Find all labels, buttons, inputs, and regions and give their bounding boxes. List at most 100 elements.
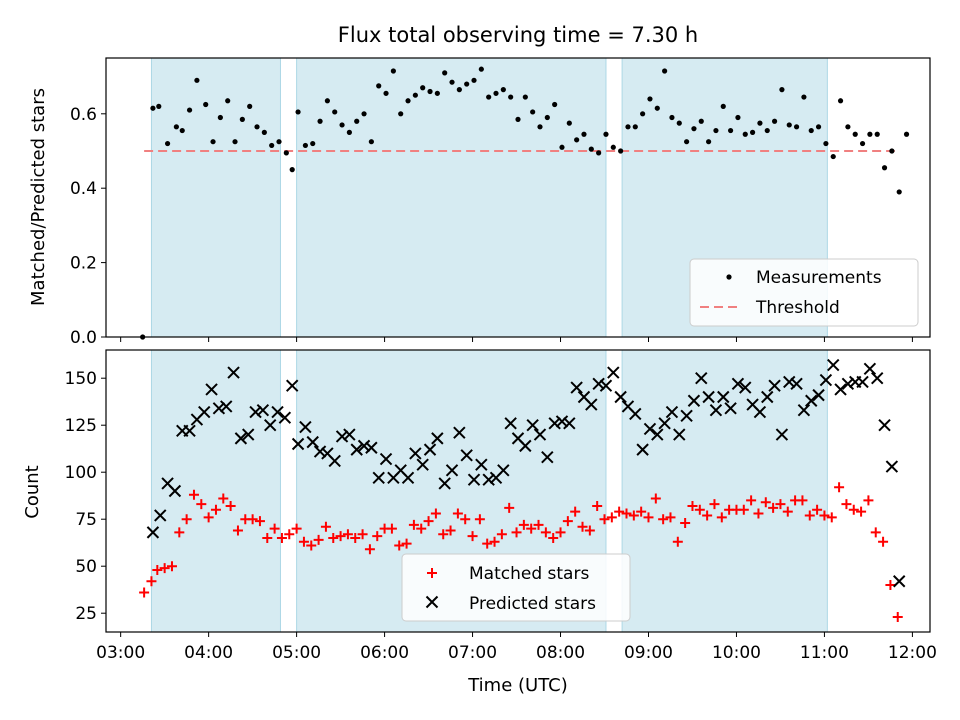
measurement-points [140, 66, 910, 340]
matched-star-point [254, 516, 265, 527]
x-tick-label: 03:00 [96, 643, 145, 663]
measurement-point [823, 140, 829, 147]
measurement-point [522, 94, 528, 100]
matched-star-point [284, 529, 295, 540]
matched-star-point [159, 563, 170, 574]
measurement-point [383, 90, 389, 96]
predicted-star-point [548, 417, 561, 430]
matched-star-point [386, 523, 397, 534]
matched-star-point [166, 561, 177, 572]
matched-star-point [870, 527, 881, 538]
predicted-star-point [350, 443, 363, 456]
top-axes-frame [105, 57, 931, 338]
matched-star-point [562, 516, 573, 527]
matched-star-point [753, 508, 764, 519]
measurement-point [742, 131, 748, 137]
measurement-point [390, 68, 396, 74]
predicted-star-point [761, 390, 774, 404]
measurement-point [859, 140, 866, 147]
predicted-star-point [614, 390, 627, 404]
predicted-star-point [445, 464, 459, 477]
measurement-point [346, 129, 352, 135]
measurement-point [295, 109, 301, 115]
matched-star-point [364, 544, 375, 555]
measurement-point [179, 127, 185, 134]
matched-star-point [504, 502, 515, 513]
measurement-point [412, 92, 418, 98]
predicted-star-point [212, 402, 226, 415]
top-legend: Measurements Threshold [689, 258, 919, 327]
bottom-y-tick-label: 50 [75, 557, 97, 577]
matched-star-point [218, 493, 229, 504]
measurement-point [361, 111, 367, 117]
measurement-point [706, 139, 712, 145]
measurement-point [150, 105, 156, 111]
predicted-star-point [687, 394, 701, 407]
measurement-point [261, 129, 267, 135]
measurement-point [442, 70, 448, 76]
measurement-point [339, 122, 345, 128]
measurement-point [559, 144, 565, 150]
measurement-point [779, 87, 785, 93]
predicted-star-point [372, 471, 385, 485]
measurement-point [793, 124, 800, 130]
matched-star-point [709, 499, 720, 510]
measurement-point [669, 114, 675, 121]
x-tick-label: 06:00 [360, 643, 409, 663]
legend-box [401, 553, 631, 622]
measurement-point [194, 77, 200, 83]
predicted-star-point [234, 432, 248, 445]
matched-star-point [408, 519, 419, 530]
predicted-star-point [841, 377, 855, 391]
matched-star-point [313, 534, 324, 545]
predicted-star-point [834, 383, 847, 396]
predicted-star-point [271, 405, 284, 419]
measurement-point [625, 124, 631, 130]
predicted-star-point [299, 420, 312, 434]
matched-star-point [511, 527, 522, 538]
measurement-point [632, 124, 638, 130]
predicted-star-point [768, 379, 781, 392]
measurement-point [247, 103, 253, 109]
predicted-star-point [475, 458, 488, 471]
matched-star-point [445, 525, 456, 536]
matched-star-point [174, 527, 185, 538]
top-y-tick-label: 0.4 [70, 179, 97, 199]
matched-star-point [577, 521, 588, 532]
predicted-star-point [146, 526, 160, 539]
measurement-point [654, 105, 660, 111]
legend-measurements-label: Measurements [756, 268, 882, 288]
matched-star-point [885, 580, 896, 590]
matched-star-point [291, 523, 302, 534]
shaded-interval-3 [621, 349, 828, 633]
bottom-y-axis-label: Count [22, 465, 43, 518]
top-axis-ticks: 0.0 0.2 0.4 0.6 [70, 105, 913, 348]
matched-star-point [716, 512, 727, 523]
matched-star-point [775, 499, 786, 510]
predicted-star-point [871, 371, 884, 385]
predicted-star-point [790, 377, 803, 391]
matched-star-point [878, 536, 889, 547]
measurement-point [186, 107, 193, 113]
matched-star-point [555, 527, 566, 538]
top-y-tick-label: 0.0 [70, 328, 97, 348]
predicted-star-point [878, 418, 891, 432]
measurement-point [530, 109, 536, 115]
top-panel: 0.0 0.2 0.4 0.6 Matched/Predicted stars Mea… [28, 57, 931, 348]
matched-star-point [848, 504, 859, 515]
measurement-point [354, 118, 360, 124]
matched-star-point [760, 497, 771, 508]
matched-star-point [196, 499, 207, 510]
predicted-star-point [519, 439, 532, 453]
predicted-star-point [198, 405, 211, 419]
matched-star-point [181, 514, 192, 525]
measurement-point [203, 101, 209, 108]
measurement-point [537, 124, 543, 130]
matched-star-point [702, 510, 713, 521]
matched-star-point [628, 510, 639, 521]
measurement-point [684, 139, 690, 145]
measurement-point [478, 66, 484, 72]
measurement-point [727, 127, 734, 134]
predicted-star-point [467, 473, 481, 486]
